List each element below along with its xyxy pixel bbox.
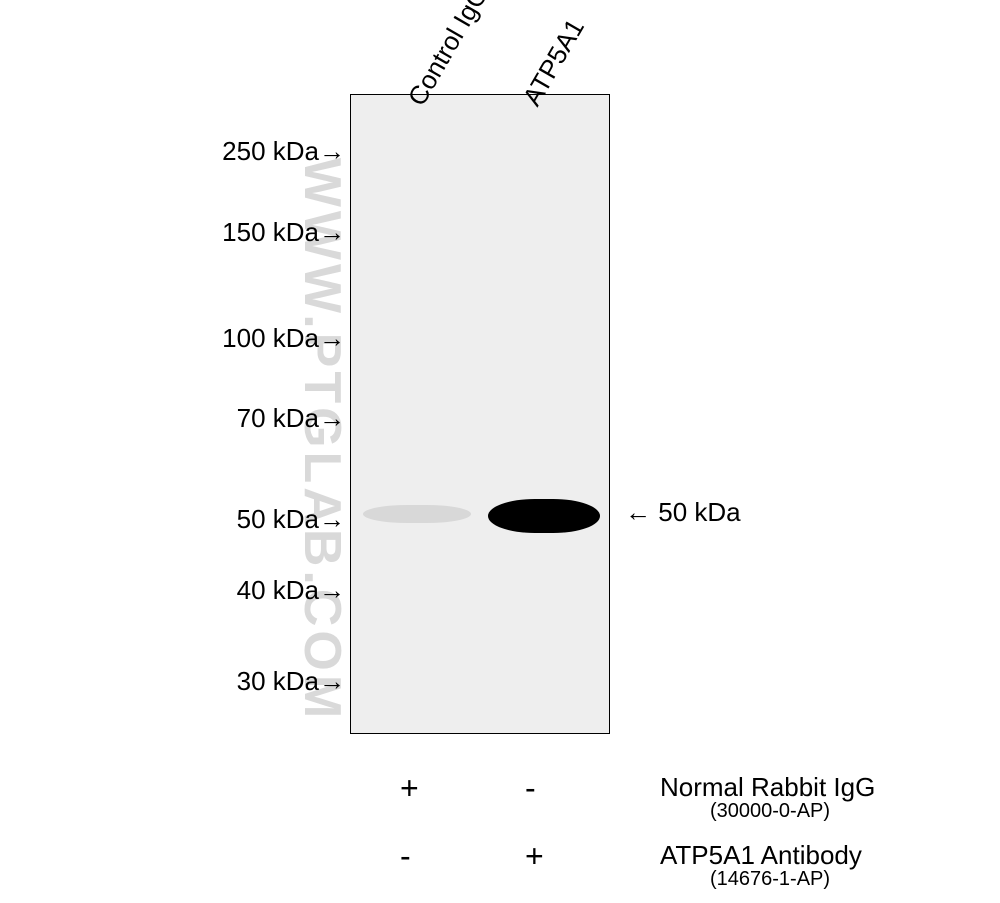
condition-label-row0: Normal Rabbit IgG (660, 772, 875, 803)
blot-membrane (350, 94, 610, 734)
mw-marker-0: 250 kDa→ (145, 136, 345, 167)
mw-marker-4: 50 kDa→ (145, 504, 345, 535)
arrow-left-icon: ← (625, 497, 651, 527)
mw-marker-2: 100 kDa→ (145, 323, 345, 354)
condition-label-row1: ATP5A1 Antibody (660, 840, 862, 871)
condition-lane1-row1: - (400, 838, 411, 875)
atp5a1-band (488, 499, 600, 533)
condition-sublabel-row0: (30000-0-AP) (710, 800, 830, 823)
mw-marker-3: 70 kDa→ (145, 403, 345, 434)
mw-marker-5: 40 kDa→ (145, 575, 345, 606)
condition-sublabel-row1: (14676-1-AP) (710, 868, 830, 891)
condition-lane2-row1: + (525, 838, 544, 875)
condition-lane2-row0: - (525, 770, 536, 807)
condition-lane1-row0: + (400, 770, 419, 807)
mw-marker-1: 150 kDa→ (145, 217, 345, 248)
band-size-annotation: ← 50 kDa (625, 497, 741, 528)
mw-marker-6: 30 kDa→ (145, 666, 345, 697)
figure-container: WWW.PTGLAB.COM Control IgGATP5A1 250 kDa… (0, 0, 1000, 903)
band-size-label: 50 kDa (658, 497, 740, 527)
faint-control-band (363, 505, 471, 523)
